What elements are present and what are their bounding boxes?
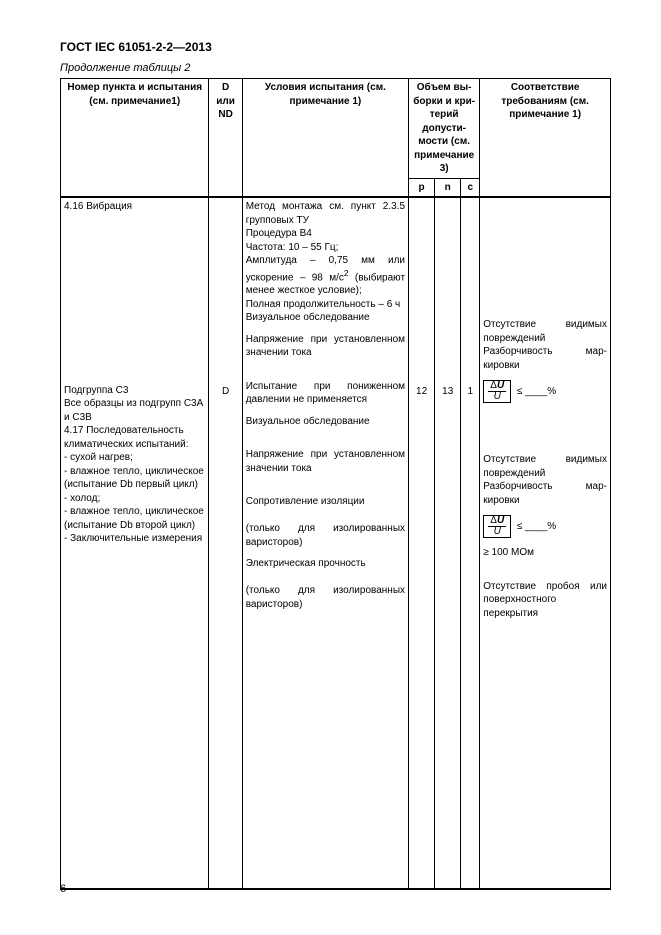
formula1-u-num: U	[497, 380, 504, 391]
table-caption: Продолжение таблицы 2	[60, 62, 611, 74]
text-req-7: Отсутствие пробоя или поверхностного пер…	[483, 581, 607, 619]
text-c-val: 1	[467, 386, 473, 397]
header-col1: Номер пункта и испытания (см. примечание…	[61, 79, 209, 198]
formula-1: ΔUU ≤ ____%	[483, 380, 607, 403]
document-id: ГОСТ IEC 61051-2-2—2013	[60, 40, 611, 54]
cell-p: 12	[409, 197, 435, 889]
cell-requirements: Отсутствие види­мых повреждений Разборчи…	[480, 197, 611, 889]
text-item-3: - холод;	[64, 493, 100, 504]
text-item-4: - влажное тепло, цикличе­ское (испытание…	[64, 506, 204, 531]
text-cond-3: Частота: 10 – 55 Гц;	[246, 242, 339, 253]
text-cond-10: Напряжение при уста­новленном значении т…	[246, 448, 405, 475]
header-p: p	[409, 178, 435, 197]
text-cond-8: Испытание при пони­женном давлении не пр…	[246, 380, 405, 407]
header-c: c	[461, 178, 480, 197]
header-col4: Объем вы­борки и кри­терий допус­ти-мост…	[409, 79, 480, 179]
formula1-delta: Δ	[490, 380, 497, 391]
text-cond-5: Полная продолжитель­ность – 6 ч	[246, 299, 401, 310]
cell-test-number: 4.16 Вибрация Подгруппа С3 Все образцы и…	[61, 197, 209, 889]
spec-table: Номер пункта и испытания (см. примечание…	[60, 78, 611, 890]
text-req-6: ≥ 100 МОм	[483, 546, 607, 560]
cell-n: 13	[435, 197, 461, 889]
text-req-2: Разборчивость мар­кировки	[483, 346, 607, 371]
text-cond-14: (только для изолирован­ных варисторов)	[246, 585, 405, 610]
formula2-tail: ≤ ____%	[517, 521, 556, 532]
formula2-u-num: U	[497, 515, 504, 526]
cell-c: 1	[461, 197, 480, 889]
formula1-u-den: U	[494, 391, 501, 402]
text-subgroup-line1: Все образцы из подгрупп С3А и С3В	[64, 398, 203, 423]
header-row-1: Номер пункта и испытания (см. примечание…	[61, 79, 611, 179]
text-item-2: - влажное тепло, цикличе­ское (испытание…	[64, 466, 204, 491]
text-n-val: 13	[442, 386, 453, 397]
text-cond-2: Процедура В4	[246, 228, 312, 239]
text-req-1: Отсутствие види­мых повреждений	[483, 319, 607, 344]
text-d: D	[222, 386, 229, 397]
formula1-tail: ≤ ____%	[517, 386, 556, 397]
text-p-val: 12	[416, 386, 427, 397]
header-n: n	[435, 178, 461, 197]
text-cond-7: Напряжение при уста­новленном значении т…	[246, 333, 405, 360]
text-subgroup-title: Подгруппа С3	[64, 385, 128, 396]
text-cond-9: Визуальное обследова­ние	[246, 415, 405, 429]
text-item-5: - Заключительные изме­рения	[64, 533, 202, 544]
text-cond-11: Сопротивление изоля­ции	[246, 495, 405, 509]
cell-d-nd: D	[209, 197, 242, 889]
text-cond-1: Метод монтажа см. пункт 2.3.5 групповых …	[246, 201, 405, 226]
header-col5: Соответствие требованиям (см. примечание…	[480, 79, 611, 198]
text-cond-13: Электрическая проч­ность	[246, 557, 405, 571]
header-col3: Условия испытания (см. примечание 1)	[242, 79, 408, 198]
text-cond-6: Визуальное обследова­ние	[246, 312, 370, 323]
page-number: 6	[60, 883, 66, 895]
formula-2: ΔUU ≤ ____%	[483, 515, 607, 538]
text-cond-12: (только для изолирован­ных варисторов)	[246, 523, 405, 548]
text-item-1: - сухой нагрев;	[64, 452, 133, 463]
text-req-4: Отсутствие види­мых повреждений	[483, 454, 607, 479]
cell-conditions: Метод монтажа см. пункт 2.3.5 групповых …	[242, 197, 408, 889]
header-col2: D или ND	[209, 79, 242, 198]
text-req-5: Разборчивость мар­кировки	[483, 481, 607, 506]
text-subgroup-line2: 4.17 Последовательность климатических ис…	[64, 425, 189, 450]
formula2-u-den: U	[494, 526, 501, 537]
formula2-delta: Δ	[490, 515, 497, 526]
table-row: 4.16 Вибрация Подгруппа С3 Все образцы и…	[61, 197, 611, 889]
text-vibration: 4.16 Вибрация	[64, 201, 132, 212]
